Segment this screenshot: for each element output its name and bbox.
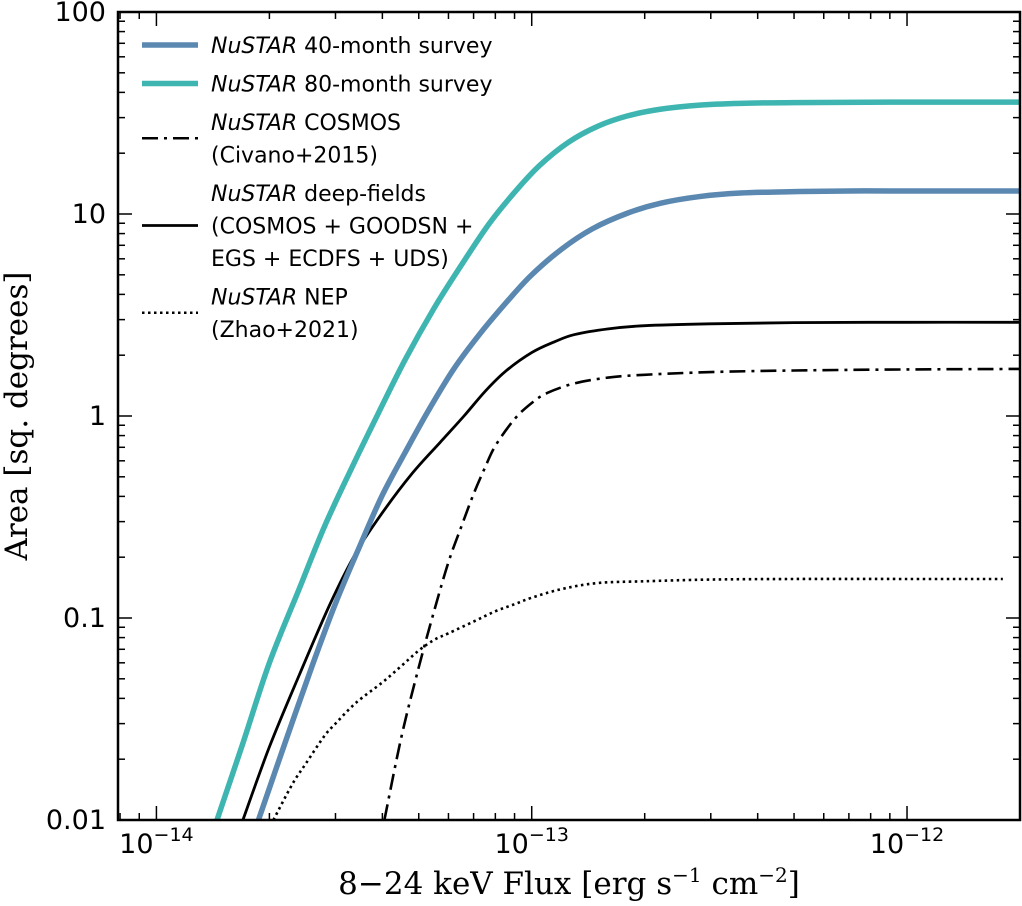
legend-label: (Zhao+2021): [211, 318, 359, 343]
y-tick-label: 0.1: [63, 603, 106, 634]
x-tick-label: 10−14: [119, 824, 193, 860]
x-axis-label: 8−24 keV Flux [erg s−1 cm−2]: [338, 863, 800, 902]
x-tick-label: 10−12: [870, 824, 944, 860]
y-tick-label: 1: [89, 401, 106, 432]
x-tick-labels: 10−14 10−13 10−12: [119, 824, 944, 860]
legend-label: NuSTAR 40-month survey: [211, 34, 492, 59]
legend: NuSTAR 40-month survey NuSTAR 80-month su…: [142, 34, 492, 343]
y-tick-labels: 0.01 0.1 1 10 100: [46, 0, 106, 836]
legend-label: NuSTAR deep-fields: [211, 182, 426, 207]
series-curves: [214, 99, 1020, 820]
legend-label: (COSMOS + GOODSN +: [211, 215, 473, 240]
y-tick-label: 10: [72, 199, 106, 230]
legend-label: (Civano+2015): [211, 144, 378, 169]
plot-frame: [116, 10, 1022, 822]
series-line-nustar-cosmos-civano-2015: [383, 367, 1020, 820]
series-line-nustar-deep-fields-cosmos-goodsn-egs-ecdfs-uds: [241, 320, 1020, 820]
series-line-nustar-80-month-survey: [214, 99, 1020, 820]
x-tick-label: 10−13: [494, 824, 568, 860]
y-tick-label: 100: [54, 0, 106, 28]
y-axis-label: Area [sq. degrees]: [0, 272, 35, 562]
legend-label: EGS + ECDFS + UDS): [211, 247, 449, 272]
y-tick-label: 0.01: [46, 805, 106, 836]
series-line-nustar-40-month-survey: [255, 188, 1020, 820]
legend-label: NuSTAR COSMOS: [211, 111, 401, 136]
legend-label: NuSTAR 80-month survey: [211, 73, 492, 98]
legend-label: NuSTAR NEP: [211, 286, 348, 311]
series-line-nustar-nep-zhao-2021: [272, 577, 1003, 820]
